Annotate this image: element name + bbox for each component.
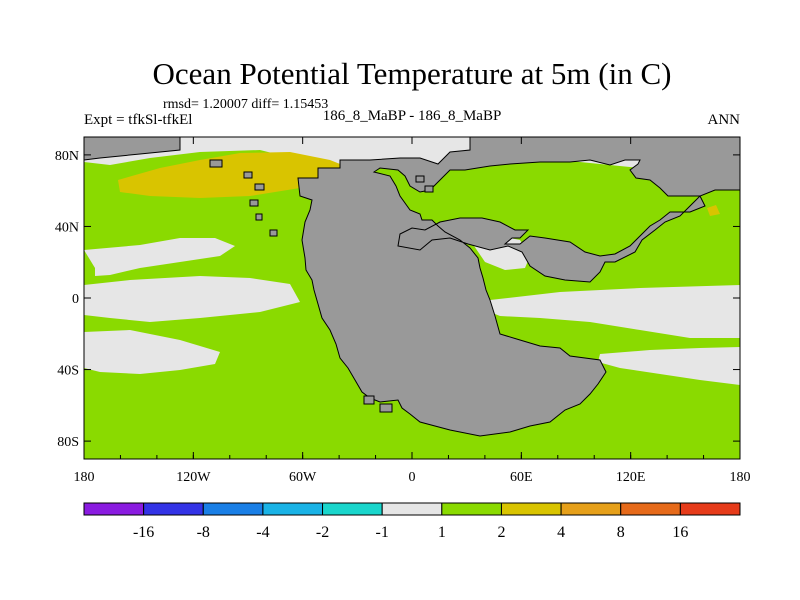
colorbar-label: 16 bbox=[672, 524, 688, 541]
island-h bbox=[424, 185, 434, 193]
island-e bbox=[255, 213, 263, 221]
case-label: 186_8_MaBP - 186_8_MaBP bbox=[323, 108, 502, 124]
colorbar-swatch bbox=[441, 502, 502, 516]
island-a bbox=[209, 159, 223, 168]
island-c bbox=[254, 183, 265, 191]
x-tick-label: 120W bbox=[176, 470, 211, 485]
island-j bbox=[379, 403, 393, 413]
colorbar-swatch bbox=[262, 502, 324, 516]
east-warm-speck bbox=[707, 205, 720, 216]
colorbar-label: -2 bbox=[316, 524, 329, 541]
colorbar-label: 8 bbox=[617, 524, 625, 541]
arctic-landmass bbox=[84, 137, 181, 161]
stats-text: rmsd= 1.20007 diff= 1.15453 bbox=[163, 97, 328, 112]
y-tick-label: 80N bbox=[55, 149, 79, 164]
island-d bbox=[249, 199, 259, 207]
colorbar: -16 -8 -4 -2 -1 1 2 4 8 16 bbox=[83, 502, 741, 541]
colorbar-label: -8 bbox=[197, 524, 210, 541]
colorbar-label: -4 bbox=[256, 524, 269, 541]
x-tick-label: 60E bbox=[510, 470, 533, 485]
southeast-near-zero-band bbox=[598, 347, 740, 385]
island-g bbox=[415, 175, 425, 183]
x-axis: 180 120W 60W 0 60E 120E 180 bbox=[74, 137, 751, 485]
chart-title: Ocean Potential Temperature at 5m (in C) bbox=[153, 56, 672, 91]
island-f bbox=[269, 229, 278, 237]
colorbar-swatch bbox=[620, 502, 681, 516]
y-tick-label: 80S bbox=[57, 435, 79, 450]
pangaea-landmass bbox=[297, 137, 740, 437]
colorbar-swatch bbox=[560, 502, 622, 516]
north-atlantic-warm-patch bbox=[118, 152, 350, 198]
y-tick-label: 40S bbox=[57, 364, 79, 379]
island-b bbox=[243, 171, 253, 179]
colorbar-label: -16 bbox=[133, 524, 154, 541]
colorbar-swatch bbox=[322, 502, 383, 516]
map-area bbox=[84, 137, 740, 459]
south-near-zero-band bbox=[84, 330, 220, 374]
x-tick-label: 180 bbox=[730, 470, 751, 485]
x-tick-label: 120E bbox=[616, 470, 646, 485]
colorbar-label: 2 bbox=[497, 524, 505, 541]
east-near-zero-band bbox=[485, 285, 740, 338]
central-near-zero-band bbox=[84, 276, 300, 322]
x-tick-label: 0 bbox=[409, 470, 416, 485]
colorbar-swatch bbox=[143, 502, 204, 516]
experiment-label: Expt = tfkSl-tfkEl bbox=[84, 112, 192, 128]
x-tick-label: 60W bbox=[289, 470, 317, 485]
colorbar-label: 1 bbox=[438, 524, 446, 541]
colorbar-label: -1 bbox=[376, 524, 389, 541]
season-label: ANN bbox=[708, 112, 741, 128]
west-near-zero-band bbox=[84, 238, 235, 276]
x-tick-label: 180 bbox=[74, 470, 95, 485]
colorbar-swatch bbox=[381, 502, 443, 516]
colorbar-swatch bbox=[679, 502, 741, 516]
y-tick-label: 0 bbox=[72, 292, 79, 307]
y-axis: 80N 40N 0 40S 80S bbox=[55, 149, 740, 450]
colorbar-swatch bbox=[500, 502, 562, 516]
y-tick-label: 40N bbox=[55, 220, 79, 235]
colorbar-label: 4 bbox=[557, 524, 565, 541]
island-i bbox=[363, 395, 375, 405]
colorbar-swatch bbox=[202, 502, 264, 516]
colorbar-swatch bbox=[83, 502, 145, 516]
